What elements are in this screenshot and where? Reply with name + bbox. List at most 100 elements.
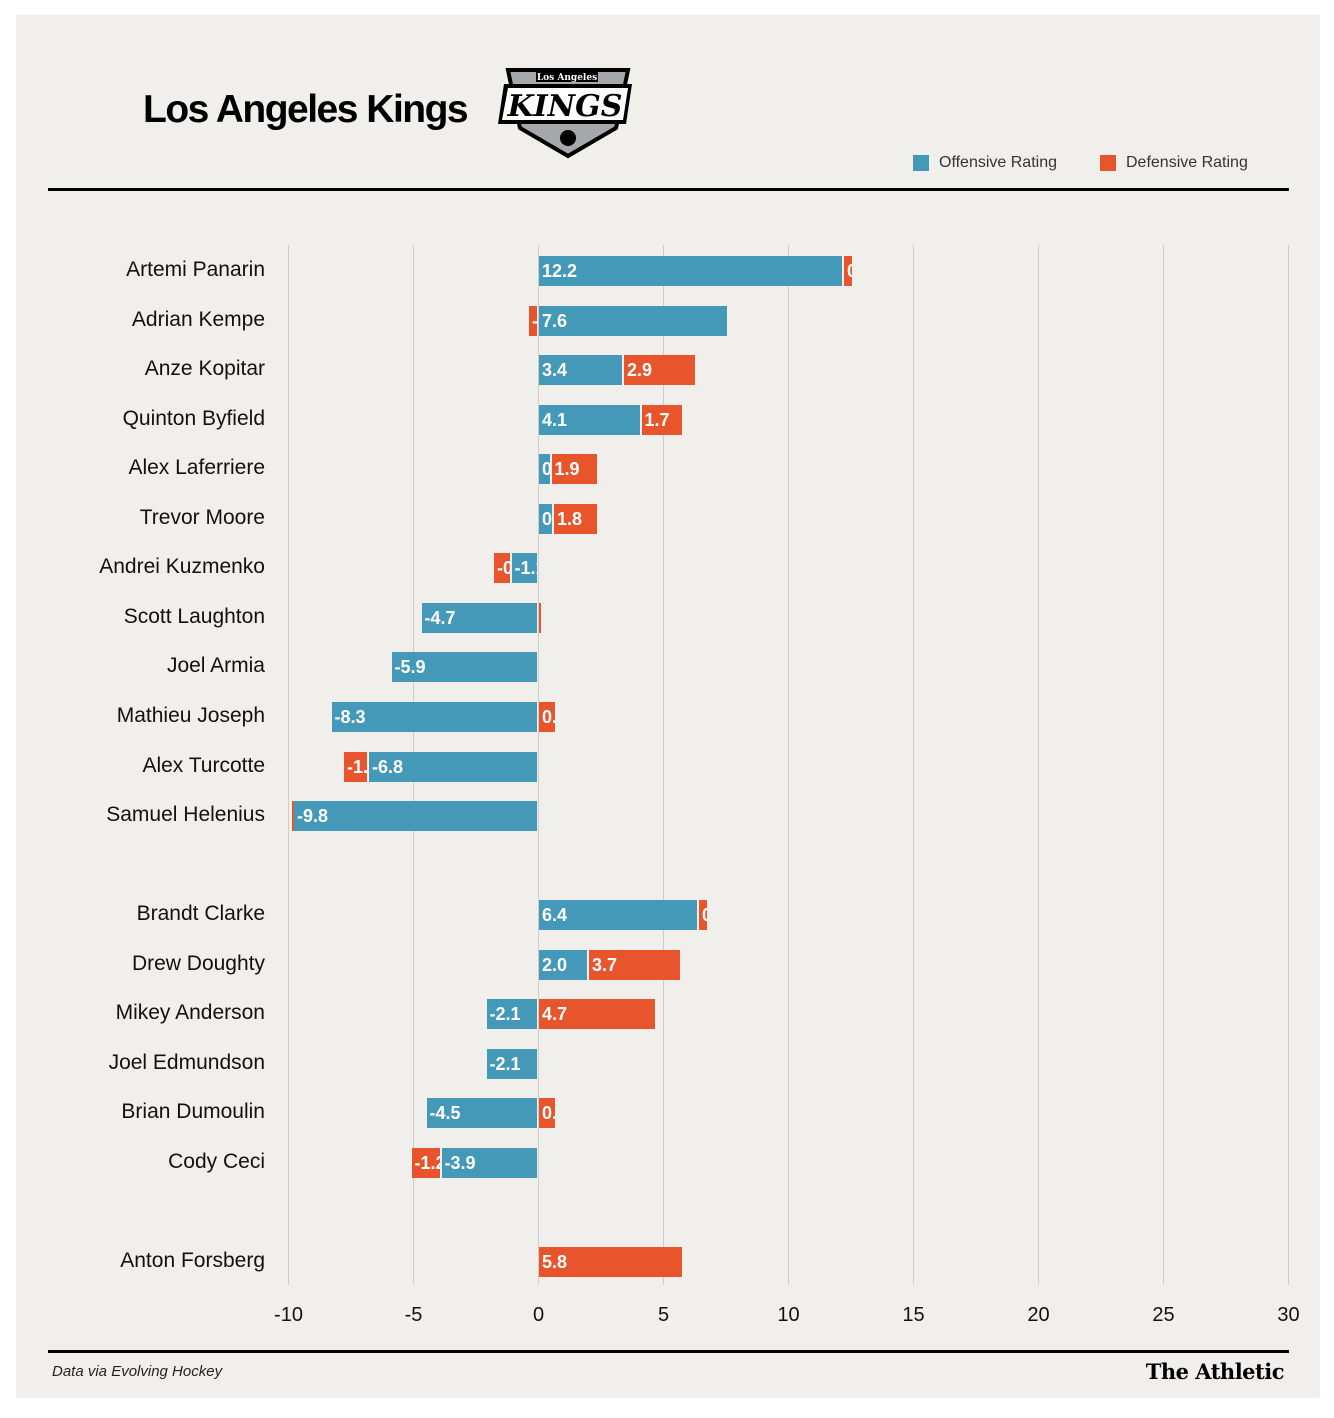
bar-value-label: -1.1 xyxy=(514,558,538,579)
bar-value-label: -1.2 xyxy=(414,1152,440,1173)
bar-value-label: 0.6 xyxy=(542,508,552,529)
bar-value-label: 0.7 xyxy=(542,1103,555,1124)
legend-swatch-defensive xyxy=(1100,155,1116,171)
def-rating-bar: 1.7 xyxy=(641,404,682,435)
x-tick-label: -5 xyxy=(404,1304,423,1326)
gridline xyxy=(788,245,789,1285)
def-rating-bar: 1.8 xyxy=(554,503,597,534)
bar-value-label: -0.4 xyxy=(529,306,537,336)
player-name: Drew Doughty xyxy=(131,951,265,975)
off-rating-bar: -4.7 xyxy=(421,602,537,633)
svg-text:Los Angeles: Los Angeles xyxy=(537,73,597,83)
bar-value-label: 5.8 xyxy=(542,1252,568,1272)
def-rating-bar: -1.2 xyxy=(411,1147,440,1178)
player-name: Brian Dumoulin xyxy=(121,1100,265,1124)
bar-value-label: 2.0 xyxy=(542,954,568,975)
bar-value-label: 1.9 xyxy=(554,459,580,480)
player-name: Alex Turcotte xyxy=(142,753,265,777)
def-rating-bar: 1.9 xyxy=(551,454,597,485)
player-name: Anton Forsberg xyxy=(120,1249,265,1272)
bar-value-label: -0.1 xyxy=(292,801,294,831)
def-rating-bar: 4.7 xyxy=(539,999,655,1030)
player-name: Quinton Byfield xyxy=(122,406,265,430)
bar-value-label: 0.7 xyxy=(542,706,555,727)
gridline xyxy=(1163,245,1164,1285)
x-tick-label: 15 xyxy=(902,1304,925,1326)
off-rating-bar: 7.6 xyxy=(539,305,727,336)
player-name: Cody Ceci xyxy=(168,1149,265,1173)
player-name: Trevor Moore xyxy=(139,505,265,529)
bar-value-label: -9.8 xyxy=(297,806,329,827)
off-rating-bar: -1.1 xyxy=(511,553,538,584)
off-rating-bar: -2.1 xyxy=(486,1048,537,1079)
gridline xyxy=(288,245,289,1285)
off-rating-bar: -6.8 xyxy=(369,751,537,782)
player-name: Brandt Clarke xyxy=(136,902,265,926)
off-rating-bar: 6.4 xyxy=(539,900,697,931)
kings-logo: KINGS Los Angeles xyxy=(498,68,632,159)
player-name: Andrei Kuzmenko xyxy=(99,555,265,579)
off-rating-bar: 12.2 xyxy=(539,256,842,286)
gridline xyxy=(1038,245,1039,1285)
def-rating-bar: 0.1 xyxy=(539,602,541,633)
bar-value-label: 1.8 xyxy=(557,508,583,529)
legend-label: Defensive Rating xyxy=(1126,154,1248,171)
off-rating-bar: -9.8 xyxy=(294,801,537,832)
bar-value-label: 0.1 xyxy=(539,603,541,633)
def-rating-bar: -0.7 xyxy=(494,553,510,584)
bar-value-label: -8.3 xyxy=(334,706,366,727)
off-rating-bar: 3.4 xyxy=(539,355,622,386)
legend-defensive: Defensive Rating xyxy=(1100,154,1248,172)
bar-value-label: 2.9 xyxy=(627,360,653,381)
page-title: Los Angeles Kings xyxy=(143,88,469,131)
off-rating-bar: -8.3 xyxy=(331,701,537,732)
def-rating-bar: 0.7 xyxy=(539,1098,555,1129)
bar-value-label: 3.7 xyxy=(592,954,618,975)
legend-label: Offensive Rating xyxy=(939,154,1057,171)
off-rating-bar: 2.0 xyxy=(539,949,587,980)
def-rating-bar: 0.4 xyxy=(844,256,852,286)
off-rating-bar: 0.5 xyxy=(539,454,550,485)
svg-text:KINGS: KINGS xyxy=(507,89,623,124)
def-rating-bar: 2.9 xyxy=(624,355,695,386)
x-tick-label: 25 xyxy=(1152,1304,1175,1326)
player-name: Mikey Anderson xyxy=(115,1001,265,1025)
bar-value-label: -5.9 xyxy=(394,657,426,678)
player-name: Samuel Helenius xyxy=(106,803,265,827)
def-rating-bar: -0.4 xyxy=(529,305,537,336)
bar-value-label: 0.5 xyxy=(542,459,550,480)
legend-swatch-offensive xyxy=(913,155,929,171)
bar-value-label: 1.7 xyxy=(644,409,670,430)
top-rule xyxy=(48,188,1289,191)
player-name: Mathieu Joseph xyxy=(116,703,265,727)
x-tick-label: 10 xyxy=(777,1304,800,1326)
player-name: Artemi Panarin xyxy=(126,258,265,281)
bar-value-label: 12.2 xyxy=(542,261,578,281)
bar-value-label: 4.1 xyxy=(542,409,568,430)
def-rating-bar: 0.4 xyxy=(699,900,707,931)
x-tick-label: 20 xyxy=(1027,1304,1050,1326)
source-note: Data via Evolving Hockey xyxy=(52,1363,223,1380)
gridline xyxy=(1288,245,1289,1285)
off-rating-bar: -3.9 xyxy=(441,1147,537,1178)
bar-value-label: -0.7 xyxy=(497,558,510,579)
gridline xyxy=(538,245,539,1285)
off-rating-bar: -4.5 xyxy=(426,1098,537,1129)
player-name: Scott Laughton xyxy=(123,604,265,628)
def-rating-bar: 5.8 xyxy=(539,1247,682,1277)
def-rating-bar: 3.7 xyxy=(589,949,680,980)
bar-value-label: 0.4 xyxy=(844,256,852,286)
def-rating-bar: -1.0 xyxy=(344,751,367,782)
x-tick-label: 5 xyxy=(657,1304,670,1326)
gridline xyxy=(663,245,664,1285)
player-name: Alex Laferriere xyxy=(128,456,265,480)
bar-value-label: 6.4 xyxy=(542,905,568,926)
off-rating-bar: 4.1 xyxy=(539,404,640,435)
def-rating-bar: 0.7 xyxy=(539,701,555,732)
bottom-rule xyxy=(48,1350,1289,1353)
x-tick-label: 0 xyxy=(532,1304,545,1326)
off-rating-bar: -5.9 xyxy=(391,652,537,683)
bar-value-label: 3.4 xyxy=(542,360,568,381)
bar-value-label: -3.9 xyxy=(444,1152,476,1173)
bar-value-label: -4.5 xyxy=(429,1103,461,1124)
